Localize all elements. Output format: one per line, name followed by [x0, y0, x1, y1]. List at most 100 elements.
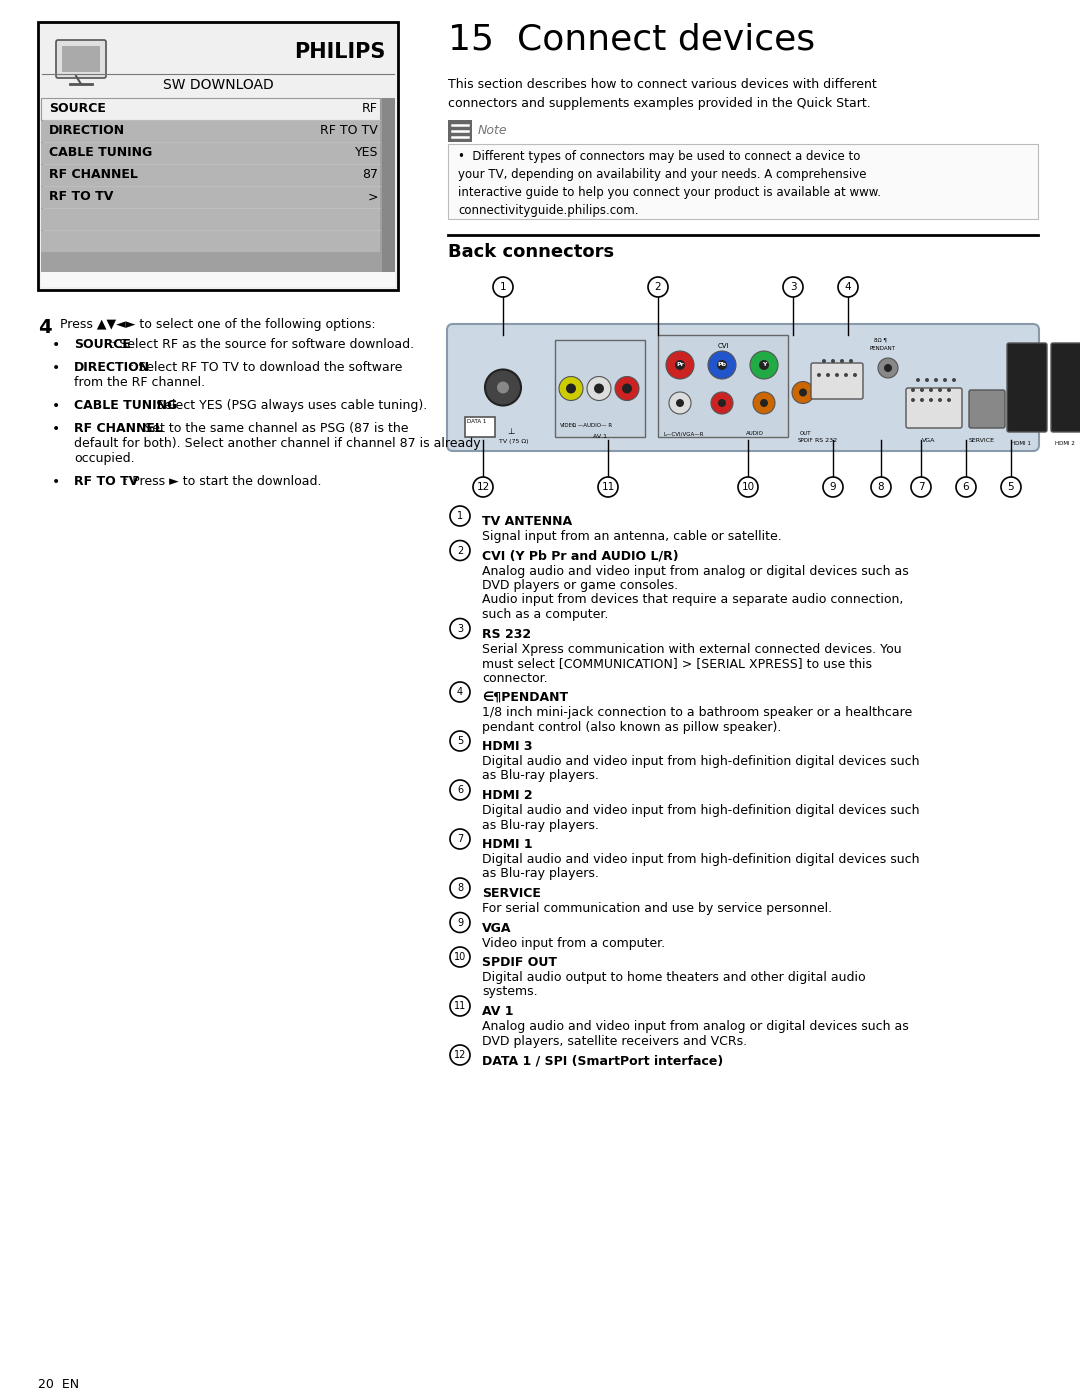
Text: CABLE TUNING: CABLE TUNING [75, 400, 177, 412]
Circle shape [838, 277, 858, 298]
Circle shape [559, 377, 583, 401]
Circle shape [450, 1045, 470, 1065]
Text: Signal input from an antenna, cable or satellite.: Signal input from an antenna, cable or s… [482, 529, 782, 543]
Text: ⊥: ⊥ [507, 426, 514, 436]
FancyBboxPatch shape [1051, 344, 1080, 432]
Bar [38, 22, 399, 291]
Text: 2: 2 [654, 282, 661, 292]
FancyBboxPatch shape [906, 388, 962, 427]
Circle shape [912, 398, 915, 402]
Circle shape [760, 400, 768, 407]
Text: : Press ► to start the download.: : Press ► to start the download. [123, 475, 321, 488]
Circle shape [648, 277, 669, 298]
Text: TV (75 Ω): TV (75 Ω) [499, 439, 528, 444]
Text: HDMI 1: HDMI 1 [1011, 441, 1031, 446]
Text: 8: 8 [457, 883, 463, 893]
Circle shape [450, 541, 470, 560]
Text: 10: 10 [742, 482, 755, 492]
Circle shape [843, 373, 848, 377]
Text: pendant control (also known as pillow speaker).: pendant control (also known as pillow sp… [482, 721, 781, 733]
Text: : Select RF TO TV to download the software: : Select RF TO TV to download the softwa… [130, 360, 402, 374]
Text: 4: 4 [38, 319, 52, 337]
Text: VGA: VGA [922, 439, 935, 443]
Text: RF TO TV: RF TO TV [321, 124, 378, 137]
Text: 4: 4 [845, 282, 851, 292]
Circle shape [823, 476, 843, 497]
Text: 5: 5 [1008, 482, 1014, 492]
Text: 1/8 inch mini-jack connection to a bathroom speaker or a healthcare: 1/8 inch mini-jack connection to a bathr… [482, 705, 913, 719]
Text: HDMI 2: HDMI 2 [1055, 441, 1075, 446]
Text: PHILIPS: PHILIPS [295, 42, 386, 61]
Text: as Blu-ray players.: as Blu-ray players. [482, 868, 599, 880]
Text: OUT: OUT [800, 432, 811, 436]
Circle shape [840, 359, 843, 363]
Text: such as a computer.: such as a computer. [482, 608, 608, 622]
Circle shape [598, 476, 618, 497]
Text: •: • [52, 400, 60, 414]
Circle shape [783, 277, 804, 298]
Text: 8Ω ¶: 8Ω ¶ [874, 338, 887, 344]
Text: Video input from a computer.: Video input from a computer. [482, 936, 665, 950]
Circle shape [947, 398, 951, 402]
Text: : Select YES (PSG always uses cable tuning).: : Select YES (PSG always uses cable tuni… [148, 400, 428, 412]
Text: SPDIF: SPDIF [798, 439, 813, 443]
Circle shape [615, 377, 639, 401]
Text: : Select RF as the source for software download.: : Select RF as the source for software d… [111, 338, 415, 351]
Text: AV 1: AV 1 [593, 434, 607, 439]
Circle shape [675, 360, 685, 370]
Circle shape [711, 393, 733, 414]
Text: This section describes how to connect various devices with different
connectors : This section describes how to connect va… [448, 78, 877, 109]
Text: DATA 1 / SPI (SmartPort interface): DATA 1 / SPI (SmartPort interface) [482, 1053, 724, 1067]
Text: CVI: CVI [717, 344, 729, 349]
Circle shape [450, 828, 470, 849]
Text: •  Different types of connectors may be used to connect a device to
your TV, dep: • Different types of connectors may be u… [458, 149, 881, 217]
Text: as Blu-ray players.: as Blu-ray players. [482, 770, 599, 782]
Text: PENDANT: PENDANT [870, 346, 896, 351]
Text: AV 1: AV 1 [482, 1004, 513, 1018]
Text: •: • [52, 360, 60, 374]
Bar [448, 144, 1038, 219]
Bar [41, 272, 395, 286]
Text: CVI (Y Pb Pr and AUDIO L/R): CVI (Y Pb Pr and AUDIO L/R) [482, 549, 678, 563]
Text: connector.: connector. [482, 672, 548, 685]
Text: 4: 4 [457, 687, 463, 697]
Text: Digital audio and video input from high-definition digital devices such: Digital audio and video input from high-… [482, 854, 919, 866]
Circle shape [799, 388, 807, 397]
Text: DIRECTION: DIRECTION [75, 360, 150, 374]
Circle shape [878, 358, 897, 379]
Circle shape [566, 384, 576, 394]
Circle shape [594, 384, 604, 394]
Circle shape [912, 476, 931, 497]
Circle shape [792, 381, 814, 404]
Text: RF CHANNEL: RF CHANNEL [49, 169, 138, 182]
Text: SPDIF OUT: SPDIF OUT [482, 956, 557, 970]
Circle shape [853, 373, 858, 377]
Text: •: • [52, 475, 60, 489]
Text: 20  EN: 20 EN [38, 1377, 79, 1391]
Circle shape [718, 400, 726, 407]
Circle shape [929, 388, 933, 393]
Text: Analog audio and video input from analog or digital devices such as: Analog audio and video input from analog… [482, 564, 908, 577]
Circle shape [485, 369, 521, 405]
Text: 9: 9 [457, 918, 463, 928]
Text: 8: 8 [878, 482, 885, 492]
Bar [555, 339, 645, 437]
Circle shape [870, 476, 891, 497]
Text: Press ▲▼◄► to select one of the following options:: Press ▲▼◄► to select one of the followin… [60, 319, 376, 331]
Circle shape [831, 359, 835, 363]
Text: 11: 11 [602, 482, 615, 492]
Circle shape [951, 379, 956, 381]
Text: HDMI 3: HDMI 3 [482, 740, 532, 753]
Circle shape [947, 388, 951, 393]
Text: RS 232: RS 232 [482, 627, 531, 640]
Circle shape [450, 996, 470, 1016]
Text: RF CHANNEL: RF CHANNEL [75, 422, 163, 434]
Text: 7: 7 [918, 482, 924, 492]
Circle shape [924, 379, 929, 381]
Text: Digital audio and video input from high-definition digital devices such: Digital audio and video input from high-… [482, 805, 919, 817]
Text: SOURCE: SOURCE [75, 338, 131, 351]
Circle shape [934, 379, 939, 381]
FancyBboxPatch shape [56, 41, 106, 78]
Text: VGA: VGA [482, 922, 512, 935]
Text: Digital audio and video input from high-definition digital devices such: Digital audio and video input from high-… [482, 754, 919, 768]
